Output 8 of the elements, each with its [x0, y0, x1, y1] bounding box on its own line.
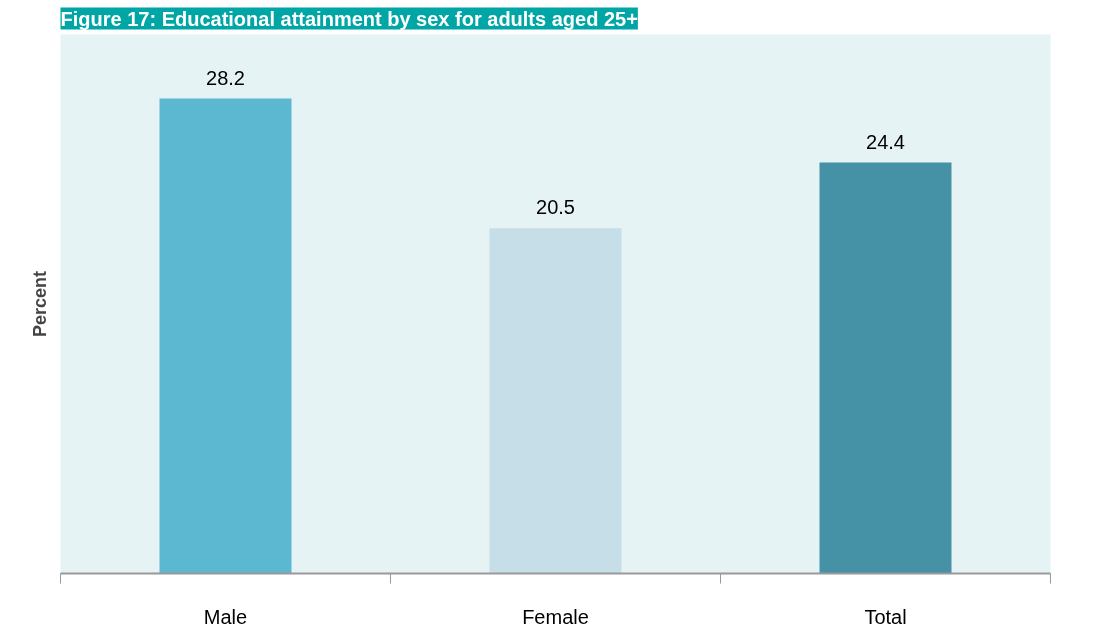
x-tick-label: Male: [203, 605, 248, 628]
data-label: 20.5: [536, 196, 575, 219]
x-tick-label: Total: [864, 605, 907, 628]
data-label: 24.4: [866, 130, 905, 153]
chart-title: Figure 17: Educational attainment by sex for adults aged 25+: [60, 7, 638, 30]
y-axis-title: Percent: [29, 270, 50, 338]
data-label: 28.2: [206, 66, 245, 89]
x-tick-label: Female: [522, 605, 589, 628]
